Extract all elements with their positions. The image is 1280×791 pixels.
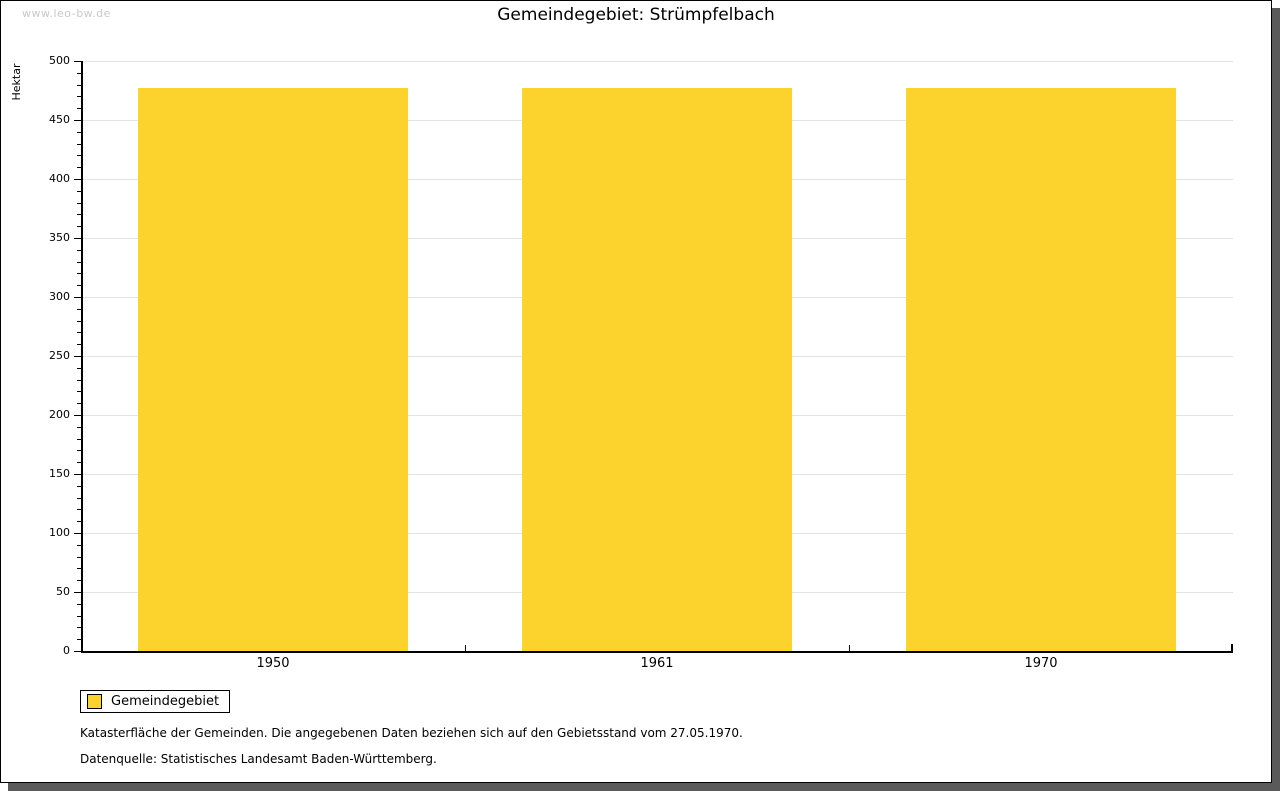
y-axis-minor-tick xyxy=(77,391,81,392)
legend-box: Gemeindegebiet xyxy=(80,690,231,713)
y-axis-tick-label: 250 xyxy=(49,349,70,362)
y-axis-tick-label: 300 xyxy=(49,290,70,303)
y-axis-minor-tick xyxy=(77,309,81,310)
y-axis-tick-label: 0 xyxy=(63,644,70,657)
y-axis-label: Hektar xyxy=(10,63,23,101)
y-axis-tick-label: 150 xyxy=(49,467,70,480)
y-axis-minor-tick xyxy=(77,250,81,251)
y-axis-minor-tick xyxy=(77,462,81,463)
y-axis-tick-label: 500 xyxy=(49,54,70,67)
footnote-description: Katasterfläche der Gemeinden. Die angege… xyxy=(80,726,743,740)
y-axis-major-tick xyxy=(74,61,81,62)
y-axis-minor-tick xyxy=(77,226,81,227)
y-axis-tick-label: 200 xyxy=(49,408,70,421)
y-axis-minor-tick xyxy=(77,191,81,192)
y-axis-minor-tick xyxy=(77,155,81,156)
y-axis-minor-tick xyxy=(77,368,81,369)
y-axis-major-tick xyxy=(74,297,81,298)
y-axis-minor-tick xyxy=(77,568,81,569)
y-axis-minor-tick xyxy=(77,427,81,428)
chart-title: Gemeindegebiet: Strümpfelbach xyxy=(497,5,775,25)
y-axis-minor-tick xyxy=(77,580,81,581)
y-axis-minor-tick xyxy=(77,627,81,628)
y-axis-line xyxy=(81,61,83,653)
y-axis-tick-label: 100 xyxy=(49,526,70,539)
y-axis-minor-tick xyxy=(77,545,81,546)
y-axis-minor-tick xyxy=(77,132,81,133)
y-axis-major-tick xyxy=(74,120,81,121)
bar-1950 xyxy=(138,88,408,651)
y-axis-tick-label: 400 xyxy=(49,172,70,185)
y-axis-minor-tick xyxy=(77,273,81,274)
y-axis-major-tick xyxy=(74,651,81,652)
bar-1970 xyxy=(906,88,1176,651)
y-axis-minor-tick xyxy=(77,167,81,168)
footnote-source: Datenquelle: Statistisches Landesamt Bad… xyxy=(80,752,437,766)
x-axis-boundary-tick xyxy=(465,645,466,651)
gridline xyxy=(83,61,1233,62)
y-axis-minor-tick xyxy=(77,521,81,522)
y-axis-minor-tick xyxy=(77,96,81,97)
y-axis-major-tick xyxy=(74,592,81,593)
x-axis-line xyxy=(81,651,1233,653)
y-axis-major-tick xyxy=(74,238,81,239)
y-axis-minor-tick xyxy=(77,616,81,617)
x-axis-end-tick xyxy=(1231,644,1233,651)
y-axis-tick-label: 350 xyxy=(49,231,70,244)
y-axis-minor-tick xyxy=(77,285,81,286)
y-axis-minor-tick xyxy=(77,108,81,109)
y-axis-minor-tick xyxy=(77,439,81,440)
legend-label: Gemeindegebiet xyxy=(111,694,220,709)
y-axis-minor-tick xyxy=(77,73,81,74)
y-axis-minor-tick xyxy=(77,380,81,381)
legend-swatch-icon xyxy=(87,694,102,709)
y-axis-minor-tick xyxy=(77,557,81,558)
y-axis-minor-tick xyxy=(77,604,81,605)
y-axis-minor-tick xyxy=(77,344,81,345)
x-axis-tick-label: 1950 xyxy=(256,656,290,671)
y-axis-minor-tick xyxy=(77,486,81,487)
y-axis-minor-tick xyxy=(77,509,81,510)
y-axis-minor-tick xyxy=(77,321,81,322)
y-axis-minor-tick xyxy=(77,262,81,263)
y-axis-major-tick xyxy=(74,179,81,180)
x-axis-tick-label: 1961 xyxy=(640,656,674,671)
y-axis-minor-tick xyxy=(77,498,81,499)
y-axis-minor-tick xyxy=(77,214,81,215)
x-axis-boundary-tick xyxy=(849,645,850,651)
watermark: www.leo-bw.de xyxy=(22,7,111,20)
y-axis-minor-tick xyxy=(77,450,81,451)
y-axis-major-tick xyxy=(74,356,81,357)
x-axis-tick-label: 1970 xyxy=(1024,656,1058,671)
y-axis-minor-tick xyxy=(77,639,81,640)
y-axis-minor-tick xyxy=(77,85,81,86)
y-axis-major-tick xyxy=(74,415,81,416)
y-axis-minor-tick xyxy=(77,203,81,204)
y-axis-minor-tick xyxy=(77,403,81,404)
y-axis-major-tick xyxy=(74,533,81,534)
y-axis-major-tick xyxy=(74,474,81,475)
bar-1961 xyxy=(522,88,792,651)
y-axis-tick-label: 450 xyxy=(49,113,70,126)
y-axis-tick-label: 50 xyxy=(56,585,70,598)
y-axis-minor-tick xyxy=(77,144,81,145)
y-axis-minor-tick xyxy=(77,332,81,333)
